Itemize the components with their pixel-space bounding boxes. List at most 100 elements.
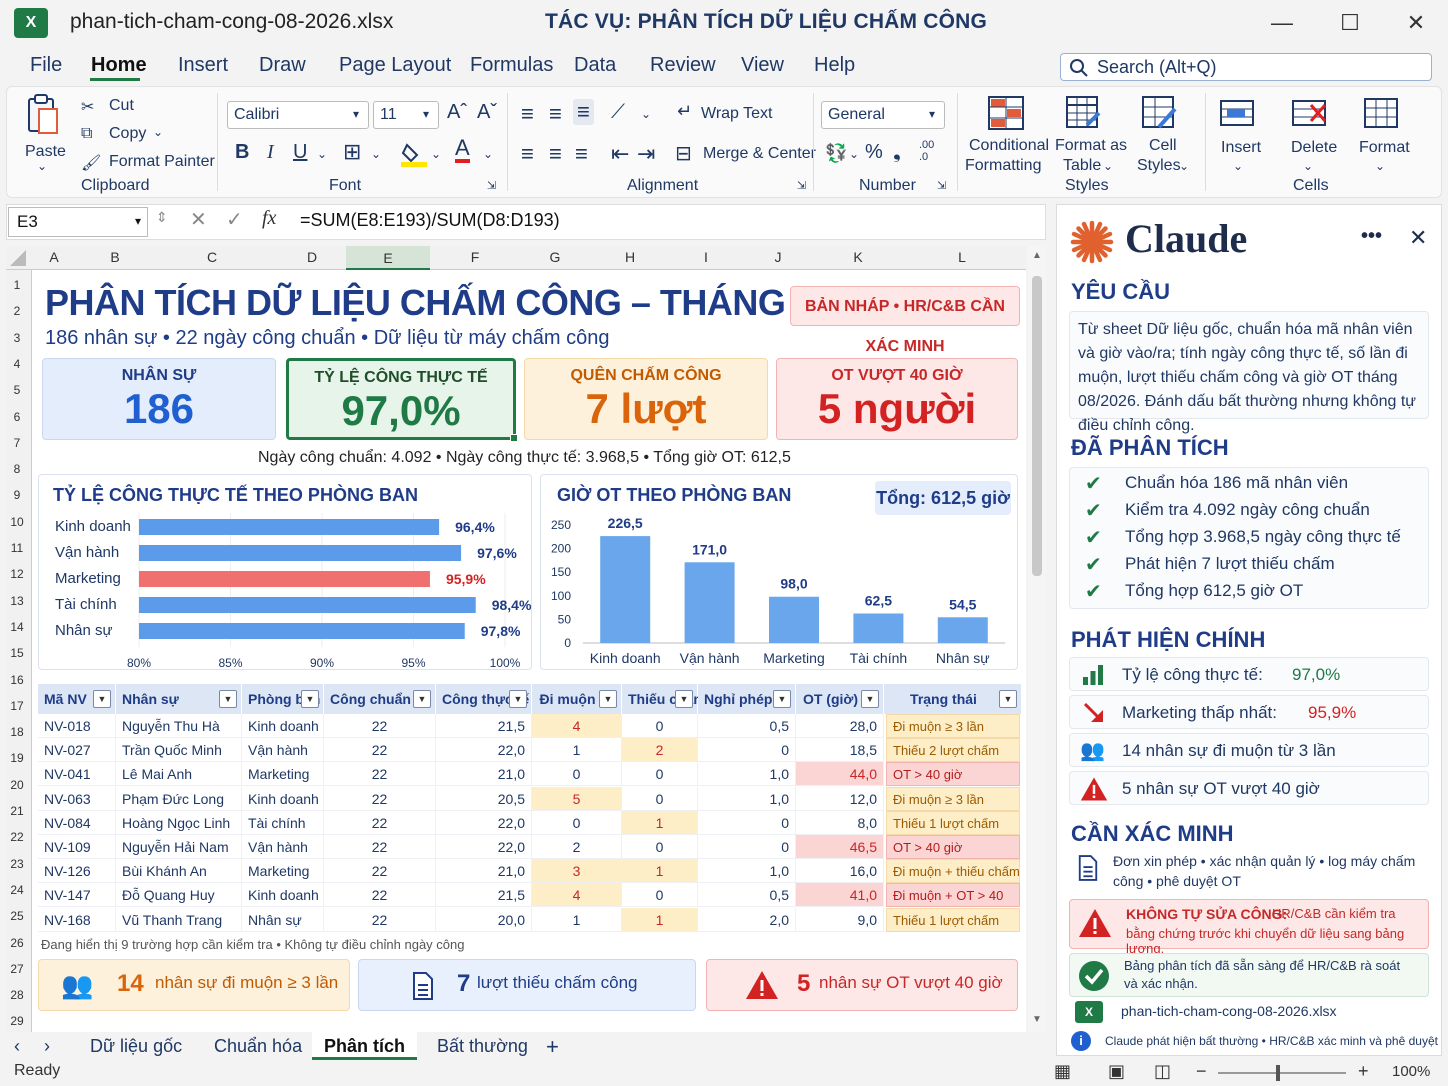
row-header[interactable]: 22	[10, 830, 24, 845]
menu-review[interactable]: Review	[650, 54, 716, 76]
zoom-out-button[interactable]: −	[1196, 1061, 1207, 1081]
column-header[interactable]: I	[704, 249, 708, 265]
column-header-cell[interactable]: Đi muộn ▼	[532, 684, 622, 714]
accounting-format-icon[interactable]: 💱	[825, 143, 848, 163]
minimize-button[interactable]: —	[1271, 10, 1293, 35]
table-row[interactable]: NV-084 Hoàng Ngọc Linh Tài chính 22 22,0 0 1 0 8…	[38, 810, 1022, 835]
format-painter-button[interactable]: Format Painter	[109, 153, 215, 170]
table-cell[interactable]: NV-109	[38, 835, 116, 859]
scroll-up-icon[interactable]: ▲	[1032, 250, 1042, 261]
insert-function-icon[interactable]: fx	[262, 207, 277, 229]
table-row[interactable]: NV-027 Trần Quốc Minh Vận hành 22 22,0 1 2 0 18,…	[38, 738, 1022, 763]
table-row[interactable]: NV-041 Lê Mai Anh Marketing 22 21,0 0 0 1,0 44,0…	[38, 762, 1022, 787]
format-as-table-button-line2[interactable]: Table	[1063, 157, 1102, 174]
fill-color-chevron-down-icon[interactable]: ⌄	[431, 147, 442, 161]
font-name-select[interactable]: Calibri	[227, 101, 369, 129]
cell-styles-button[interactable]: Cell	[1149, 137, 1177, 154]
table-cell[interactable]: Đi muộn + OT > 40	[886, 883, 1020, 908]
formula-input[interactable]: =SUM(E8:E193)/SUM(D8:D193)	[300, 210, 560, 230]
kpi-attendance-rate[interactable]: TỶ LỆ CÔNG THỰC TẾ 97,0%	[286, 358, 516, 440]
table-cell[interactable]: 1	[532, 907, 622, 932]
underline-chevron-down-icon[interactable]: ⌄	[317, 147, 328, 161]
table-cell[interactable]: NV-027	[38, 738, 116, 763]
table-cell[interactable]: Đi muộn ≥ 3 lần	[886, 786, 1020, 811]
table-cell[interactable]: Nguyễn Thu Hà	[116, 714, 242, 738]
insert-cells-button[interactable]: Insert	[1221, 139, 1262, 156]
align-left-icon[interactable]: ≡	[521, 141, 534, 166]
font-size-select[interactable]: 11	[373, 101, 439, 129]
cut-button[interactable]: Cut	[109, 97, 134, 114]
table-cell[interactable]: 0	[622, 835, 698, 859]
cell-styles-button-line2[interactable]: Styles	[1137, 157, 1181, 174]
table-cell[interactable]: 12,0	[796, 786, 884, 811]
table-cell[interactable]: 2	[622, 738, 698, 763]
menu-draw[interactable]: Draw	[259, 54, 306, 76]
row-header[interactable]: 7	[13, 435, 21, 450]
table-cell[interactable]: 22,0	[436, 810, 532, 835]
row-header[interactable]: 26	[10, 935, 24, 950]
table-row[interactable]: NV-168 Vũ Thanh Trang Nhân sự 22 20,0 1 1 2,0 9,…	[38, 907, 1022, 932]
filter-dropdown-icon[interactable]: ▼	[509, 690, 527, 708]
table-cell[interactable]: 5	[532, 786, 622, 811]
format-cells-icon[interactable]	[1363, 95, 1401, 131]
table-row[interactable]: NV-109 Nguyễn Hải Nam Vận hành 22 22,0 2 0 0 46,…	[38, 835, 1022, 859]
row-header[interactable]: 21	[10, 804, 24, 818]
table-cell[interactable]: Tài chính	[242, 810, 324, 835]
table-cell[interactable]: 0	[622, 762, 698, 787]
table-cell[interactable]: NV-018	[38, 714, 116, 738]
table-cell[interactable]: 21,5	[436, 883, 532, 908]
table-cell[interactable]: Marketing	[242, 859, 324, 884]
expand-icon[interactable]: ⇕	[156, 209, 168, 225]
column-header[interactable]: H	[624, 249, 636, 265]
table-cell[interactable]: Kinh doanh	[242, 786, 324, 811]
table-cell[interactable]: Phạm Đức Long	[116, 786, 242, 811]
table-cell[interactable]: 0	[622, 786, 698, 811]
menu-formulas[interactable]: Formulas	[470, 54, 554, 76]
table-cell[interactable]: Trần Quốc Minh	[116, 738, 242, 763]
table-cell[interactable]: Thiếu 2 lượt chấm	[886, 738, 1020, 763]
row-header[interactable]: 28	[10, 988, 24, 1003]
orientation-icon[interactable]: ⟋	[611, 101, 625, 123]
table-cell[interactable]: OT > 40 giờ	[886, 835, 1020, 859]
column-header[interactable]: D	[306, 249, 318, 265]
column-header[interactable]: A	[49, 249, 59, 265]
row-header[interactable]: 25	[10, 909, 24, 924]
table-cell[interactable]: Kinh doanh	[242, 714, 324, 738]
table-cell[interactable]: Thiếu 1 lượt chấm	[886, 907, 1020, 932]
attached-file[interactable]: X phan-tich-cham-cong-08-2026.xlsx	[1069, 1001, 1429, 1025]
table-cell[interactable]: 16,0	[796, 859, 884, 884]
decrease-font-size-icon[interactable]: Aˇ	[477, 101, 497, 123]
table-cell[interactable]: 21,0	[436, 859, 532, 884]
percent-style-icon[interactable]: %	[865, 141, 883, 163]
tab-scroll-right-icon[interactable]: ›	[44, 1036, 50, 1056]
table-cell[interactable]: 28,0	[796, 714, 884, 738]
table-cell[interactable]: 1,0	[698, 762, 796, 787]
row-header[interactable]: 12	[10, 567, 24, 582]
column-header[interactable]: B	[110, 249, 120, 265]
row-header[interactable]: 20	[10, 777, 24, 792]
conditional-formatting-button[interactable]: Conditional	[969, 137, 1050, 154]
cell-styles-chevron-down-icon[interactable]: ⌄	[1179, 159, 1190, 173]
table-cell[interactable]: 22	[324, 883, 436, 908]
comma-style-icon[interactable]: ❟	[893, 141, 901, 163]
table-cell[interactable]: 22	[324, 907, 436, 932]
column-header-cell[interactable]: OT (giờ) ▼	[796, 684, 884, 714]
copy-button[interactable]: Copy	[109, 125, 147, 142]
table-cell[interactable]: Lê Mai Anh	[116, 762, 242, 787]
table-cell[interactable]: 8,0	[796, 810, 884, 835]
table-cell[interactable]: NV-084	[38, 810, 116, 835]
normal-view-icon[interactable]: ▦	[1054, 1061, 1072, 1081]
row-header[interactable]: 14	[10, 619, 24, 634]
bold-icon[interactable]: B	[235, 141, 250, 163]
delete-chevron-down-icon[interactable]: ⌄	[1303, 159, 1314, 173]
filter-dropdown-icon[interactable]: ▼	[861, 690, 879, 708]
row-header[interactable]: 23	[10, 856, 24, 871]
column-header-cell[interactable]: Công chuẩn ▼	[324, 684, 436, 714]
row-header[interactable]: 2	[13, 304, 21, 319]
vertical-scrollbar[interactable]: ▲ ▼	[1028, 246, 1046, 1032]
table-cell[interactable]: NV-147	[38, 883, 116, 908]
delete-cells-button[interactable]: Delete	[1291, 139, 1338, 156]
align-center-icon[interactable]: ≡	[549, 141, 562, 166]
conditional-formatting-button-line2[interactable]: Formatting	[965, 157, 1042, 174]
menu-help[interactable]: Help	[814, 54, 856, 76]
